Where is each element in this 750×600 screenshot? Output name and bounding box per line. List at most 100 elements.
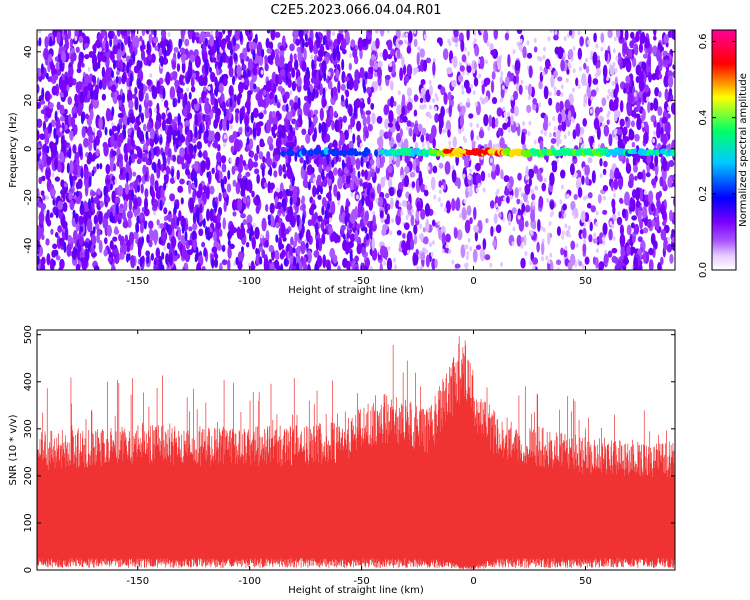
heatmap-cell: [181, 224, 185, 234]
heatmap-cell: [452, 136, 457, 148]
heatmap-cell: [88, 176, 92, 188]
heatmap-cell: [326, 192, 332, 199]
heatmap-cell: [289, 196, 293, 207]
heatmap-cell: [179, 147, 185, 158]
heatmap-cell: [136, 224, 140, 233]
heatmap-cell: [527, 95, 531, 101]
heatmap-cell: [555, 101, 561, 114]
heatmap-cell: [532, 201, 536, 207]
heatmap-cell: [68, 147, 72, 159]
heatmap-cell: [254, 226, 260, 240]
heatmap-cell: [617, 52, 622, 66]
heatmap-cell: [479, 96, 483, 102]
heatmap-cell: [656, 121, 661, 135]
heatmap-cell: [85, 113, 89, 120]
heatmap-cell: [548, 132, 552, 138]
heatmap-cell: [111, 216, 115, 224]
heatmap-cell: [285, 188, 289, 196]
heatmap-cell: [249, 138, 254, 150]
heatmap-cell: [495, 143, 499, 149]
heatmap-cell: [56, 31, 61, 45]
heatmap-cell: [273, 259, 280, 270]
heatmap-cell: [322, 87, 326, 98]
heatmap-cell: [445, 233, 451, 243]
heatmap-cell: [577, 30, 581, 36]
heatmap-cell: [282, 189, 287, 198]
heatmap-cell: [303, 47, 307, 61]
heatmap-cell: [244, 177, 248, 187]
heatmap-cell: [552, 131, 557, 137]
heatmap-cell: [491, 120, 496, 129]
heatmap-cell: [235, 181, 241, 195]
heatmap-cell: [485, 218, 489, 224]
heatmap-cell: [590, 96, 594, 102]
heatmap-cell: [651, 73, 657, 81]
heatmap-cell: [637, 171, 644, 180]
heatmap-cell: [520, 79, 524, 85]
heatmap-cell: [459, 65, 465, 72]
heatmap-cell: [503, 175, 510, 183]
colorbar-frame: [711, 29, 737, 271]
heatmap-cell: [599, 158, 603, 167]
heatmap-cell: [413, 234, 418, 245]
heatmap-cell: [431, 240, 435, 246]
heatmap-cell: [126, 61, 130, 74]
heatmap-cell: [229, 48, 233, 56]
heatmap-cell: [595, 210, 599, 216]
heatmap-cell: [608, 228, 613, 241]
heatmap-cell: [648, 247, 654, 256]
heatmap-cell: [327, 202, 331, 210]
heatmap-cell: [561, 230, 565, 236]
heatmap-cell: [214, 201, 218, 214]
heatmap-cell: [533, 46, 538, 53]
heatmap-cell: [241, 77, 245, 83]
heatmap-cell: [109, 183, 113, 191]
heatmap-cell: [396, 104, 403, 116]
heatmap-cell: [230, 145, 235, 154]
heatmap-cell: [633, 164, 638, 173]
heatmap-cell: [526, 40, 530, 46]
heatmap-cell: [554, 46, 560, 55]
heatmap-cell: [522, 46, 527, 59]
heatmap-cell: [597, 193, 602, 204]
heatmap-cell: [74, 35, 78, 41]
heatmap-cell: [118, 76, 122, 85]
heatmap-cell: [90, 87, 94, 99]
heatmap-cell: [84, 53, 90, 60]
heatmap-cell: [473, 225, 479, 233]
heatmap-cell: [129, 122, 133, 128]
heatmap-cell: [43, 47, 50, 61]
heatmap-cell: [134, 86, 138, 95]
heatmap-cell: [617, 128, 623, 136]
heatmap-cell: [631, 141, 636, 148]
heatmap-cell: [261, 48, 265, 58]
heatmap-cell: [530, 209, 536, 223]
heatmap-cell: [111, 125, 118, 132]
heatmap-cell: [243, 69, 247, 79]
signal-cell: [323, 147, 330, 155]
heatmap-cell: [201, 265, 206, 270]
heatmap-cell: [213, 119, 218, 129]
heatmap-cell: [514, 59, 521, 72]
heatmap-cell: [593, 232, 597, 238]
heatmap-cell: [384, 118, 390, 130]
heatmap-cell: [38, 30, 42, 34]
heatmap-cell: [614, 67, 618, 73]
heatmap-cell: [318, 238, 323, 252]
heatmap-cell: [516, 30, 523, 35]
heatmap-cell: [423, 236, 429, 245]
heatmap-cell: [126, 117, 130, 126]
heatmap-cell: [263, 109, 267, 115]
heatmap-cell: [578, 66, 582, 72]
heatmap-cell: [370, 102, 375, 110]
heatmap-cell: [560, 247, 564, 256]
heatmap-cell: [469, 246, 473, 252]
heatmap-cell: [83, 137, 89, 148]
heatmap-cell: [155, 189, 162, 200]
heatmap-cell: [406, 101, 413, 111]
heatmap-cell: [484, 95, 489, 103]
heatmap-cell: [643, 190, 647, 196]
heatmap-cell: [148, 33, 153, 44]
heatmap-cell: [636, 101, 641, 112]
heatmap-cell: [117, 124, 121, 134]
